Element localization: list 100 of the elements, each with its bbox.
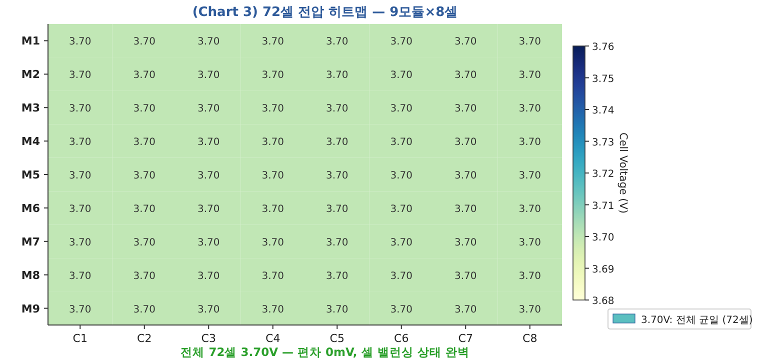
x-tick-label: C3 bbox=[201, 332, 216, 345]
data-label: 3.70 bbox=[197, 270, 220, 282]
chart-title: (Chart 3) 72셀 전압 히트맵 — 9모듈×8셀 bbox=[192, 5, 458, 20]
data-label: 3.70 bbox=[326, 104, 348, 115]
data-label: 3.70 bbox=[326, 137, 348, 148]
data-label: 3.70 bbox=[133, 104, 156, 115]
data-label: 3.70 bbox=[390, 204, 413, 215]
data-label: 3.70 bbox=[454, 270, 477, 282]
data-label: 3.70 bbox=[68, 104, 92, 115]
data-label: 3.70 bbox=[262, 70, 284, 82]
data-label: 3.70 bbox=[518, 137, 542, 148]
data-label: 3.70 bbox=[518, 204, 542, 215]
data-label: 3.70 bbox=[262, 104, 284, 115]
x-tick-label: C2 bbox=[137, 332, 152, 345]
color-bar-label: 3.70 bbox=[592, 232, 614, 244]
data-label: 3.70 bbox=[518, 170, 542, 182]
data-label: 3.70 bbox=[390, 36, 413, 48]
data-label: 3.70 bbox=[197, 304, 220, 316]
data-label: 3.70 bbox=[197, 70, 220, 82]
data-label: 3.70 bbox=[133, 237, 156, 248]
data-label: 3.70 bbox=[197, 137, 220, 148]
data-label: 3.70 bbox=[454, 237, 477, 248]
data-label: 3.70 bbox=[518, 70, 542, 82]
data-label: 3.70 bbox=[326, 237, 348, 248]
x-tick-label: C8 bbox=[522, 332, 538, 345]
data-label: 3.70 bbox=[326, 70, 348, 82]
data-label: 3.70 bbox=[390, 137, 413, 148]
data-label: 3.70 bbox=[454, 137, 477, 148]
data-label: 3.70 bbox=[133, 36, 156, 48]
color-bar-label: 3.73 bbox=[592, 137, 614, 148]
y-tick-label: M3 bbox=[21, 102, 40, 115]
data-label: 3.70 bbox=[262, 270, 284, 282]
text: 3.70V: 전체 균일 (72셀) bbox=[641, 315, 753, 326]
data-label: 3.70 bbox=[518, 237, 542, 248]
data-label: 3.70 bbox=[454, 36, 477, 48]
data-label: 3.70 bbox=[133, 270, 156, 282]
data-label: 3.70 bbox=[68, 237, 92, 248]
y-tick-label: M4 bbox=[21, 135, 40, 148]
data-label: 3.70 bbox=[262, 304, 284, 316]
text: 전체 72셀 3.70V — 편차 0mV, 셀 밸런싱 상태 완벽 bbox=[180, 345, 470, 359]
data-label: 3.70 bbox=[262, 237, 284, 248]
data-label: 3.70 bbox=[197, 204, 220, 215]
data-label: 3.70 bbox=[518, 270, 542, 282]
data-label: 3.70 bbox=[454, 204, 477, 215]
y-tick-label: M5 bbox=[21, 168, 40, 182]
data-label: 3.70 bbox=[454, 70, 477, 82]
data-label: 3.70 bbox=[454, 304, 477, 316]
data-label: 3.70 bbox=[454, 104, 477, 115]
data-label: 3.70 bbox=[197, 237, 220, 248]
color-bar-label: 3.75 bbox=[592, 74, 614, 85]
data-label: 3.70 bbox=[197, 170, 220, 182]
color-bar-label: 3.72 bbox=[592, 169, 614, 180]
data-label: 3.70 bbox=[390, 270, 413, 282]
data-label: 3.70 bbox=[326, 36, 348, 48]
data-label: 3.70 bbox=[390, 104, 413, 115]
data-label: 3.70 bbox=[68, 304, 92, 316]
y-tick-label: M1 bbox=[21, 34, 40, 48]
data-label: 3.70 bbox=[262, 204, 284, 215]
data-label: 3.70 bbox=[326, 304, 348, 316]
data-label: 3.70 bbox=[68, 137, 92, 148]
y-tick-label: M8 bbox=[21, 268, 40, 282]
data-label: 3.70 bbox=[133, 304, 156, 316]
y-tick-label: M7 bbox=[21, 235, 40, 248]
data-label: 3.70 bbox=[518, 36, 542, 48]
data-label: 3.70 bbox=[68, 70, 92, 82]
y-tick-label: M2 bbox=[21, 68, 40, 82]
color-bar-label: 3.74 bbox=[592, 106, 614, 116]
y-tick-label: M9 bbox=[21, 302, 40, 316]
color-bar-title: Cell Voltage (V) bbox=[617, 132, 629, 214]
data-label: 3.70 bbox=[68, 170, 92, 182]
data-label: 3.70 bbox=[197, 104, 220, 115]
data-label: 3.70 bbox=[326, 204, 348, 215]
data-label: 3.70 bbox=[454, 170, 477, 182]
data-label: 3.70 bbox=[133, 70, 156, 82]
color-bar-label: 3.76 bbox=[592, 42, 614, 53]
data-label: 3.70 bbox=[262, 137, 284, 148]
color-bar-label: 3.69 bbox=[592, 264, 614, 276]
data-label: 3.70 bbox=[390, 237, 413, 248]
x-tick-label: C6 bbox=[394, 332, 409, 345]
x-tick-label: C1 bbox=[72, 332, 88, 345]
data-label: 3.70 bbox=[262, 36, 284, 48]
x-tick-label: C5 bbox=[330, 332, 344, 345]
x-tick-label: C4 bbox=[266, 332, 280, 345]
data-label: 3.70 bbox=[390, 70, 413, 82]
data-label: 3.70 bbox=[518, 304, 542, 316]
color-bar-label: 3.68 bbox=[592, 296, 614, 307]
data-label: 3.70 bbox=[390, 170, 413, 182]
data-label: 3.70 bbox=[390, 304, 413, 316]
data-label: 3.70 bbox=[68, 36, 92, 48]
data-label: 3.70 bbox=[326, 270, 348, 282]
data-label: 3.70 bbox=[262, 170, 284, 182]
color-bar-label: 3.71 bbox=[592, 200, 614, 212]
data-label: 3.70 bbox=[68, 204, 92, 215]
data-label: 3.70 bbox=[133, 170, 156, 182]
data-label: 3.70 bbox=[518, 104, 542, 115]
data-label: 3.70 bbox=[68, 270, 92, 282]
x-tick-label: C7 bbox=[458, 332, 473, 345]
data-label: 3.70 bbox=[197, 36, 220, 48]
y-tick-label: M6 bbox=[21, 202, 40, 215]
data-label: 3.70 bbox=[133, 204, 156, 215]
